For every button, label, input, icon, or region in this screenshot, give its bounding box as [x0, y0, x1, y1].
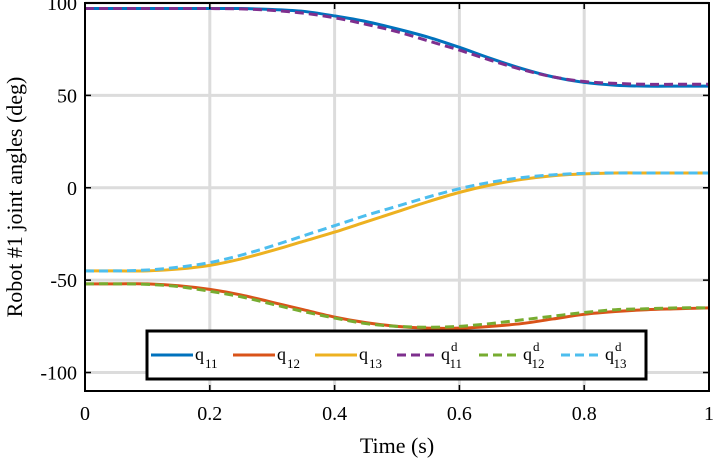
series-q12d-line	[84, 282, 710, 329]
legend-label-q13d: qd 13	[605, 339, 627, 371]
x-tick-label: 0.4	[322, 403, 347, 425]
legend-label-q11d: qd 11	[441, 339, 462, 371]
y-tick-label: 100	[47, 0, 77, 15]
x-tick-label: 1	[704, 403, 713, 425]
y-axis-title: Robot #1 joint angles (deg)	[2, 77, 27, 318]
series-layer	[84, 6, 710, 330]
legend: q11 q12 q13 qd 11 qd 12 qd 13	[145, 329, 648, 381]
x-tick-label: 0.2	[197, 403, 222, 425]
legend-label-q13: q13	[359, 344, 382, 371]
x-tick-label: 0.6	[447, 403, 472, 425]
x-tick-label: 0.8	[572, 403, 597, 425]
y-tick-label: -100	[40, 363, 77, 385]
x-axis-title: Time (s)	[360, 433, 434, 458]
y-tick-label: 50	[57, 85, 77, 107]
x-tick-label: 0	[80, 403, 90, 425]
legend-label-q12: q12	[277, 344, 300, 371]
legend-label-q11: q11	[195, 344, 218, 371]
series-q13d-line	[84, 171, 709, 273]
y-tick-labels: -100 -50 0 50 100	[40, 0, 77, 385]
legend-box	[145, 329, 648, 381]
ticks	[84, 2, 710, 391]
x-tick-labels: 0 0.2 0.4 0.6 0.8 1	[80, 403, 713, 425]
series-q11d-line	[84, 7, 709, 86]
plot-frame	[84, 2, 710, 392]
legend-label-q12d: qd 12	[523, 339, 545, 371]
y-tick-label: -50	[50, 270, 77, 292]
y-tick-label: 0	[67, 178, 77, 200]
